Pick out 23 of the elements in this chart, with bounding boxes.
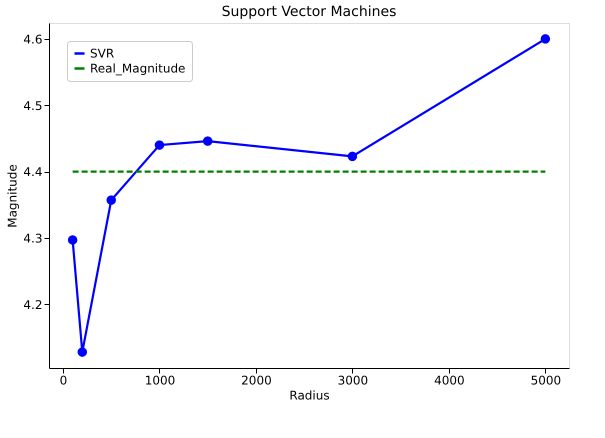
legend-label: Real_Magnitude	[90, 62, 186, 76]
point	[154, 140, 164, 150]
point	[68, 235, 78, 245]
y-tick-label: 4.2	[23, 298, 42, 312]
y-tick-label: 4.5	[23, 98, 42, 113]
point	[106, 195, 116, 205]
x-tick-label: 3000	[338, 374, 368, 388]
point	[540, 34, 550, 44]
legend-label: SVR	[90, 46, 114, 60]
x-tick-label: 2000	[241, 374, 272, 388]
chart-title: Support Vector Machines	[222, 4, 396, 20]
y-axis-title: Magnitude	[5, 164, 20, 228]
x-tick-label: 1000	[144, 374, 176, 388]
x-tick-label: 4000	[434, 374, 465, 388]
point	[348, 152, 358, 162]
point	[202, 136, 212, 146]
y-tick-label: 4.4	[23, 165, 42, 180]
y-tick-label: 4.3	[23, 231, 42, 246]
x-tick-label: 5000	[530, 374, 562, 388]
x-axis-title: Radius	[289, 388, 330, 402]
point	[78, 347, 88, 357]
x-tick-label: 0	[60, 374, 68, 388]
y-tick-label: 4.6	[23, 32, 42, 46]
